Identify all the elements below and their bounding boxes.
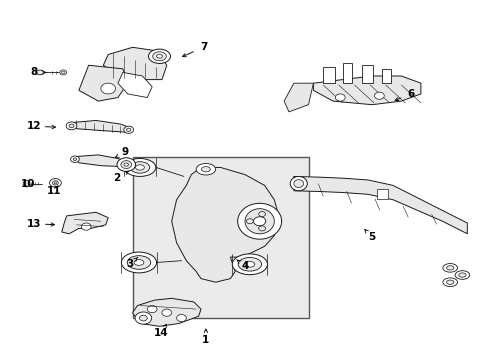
Polygon shape: [74, 155, 128, 167]
Text: 11: 11: [47, 186, 62, 197]
Ellipse shape: [259, 226, 266, 231]
Ellipse shape: [259, 212, 266, 217]
Ellipse shape: [54, 182, 57, 184]
Ellipse shape: [443, 264, 458, 272]
Text: 13: 13: [26, 219, 41, 229]
Ellipse shape: [36, 70, 44, 75]
Ellipse shape: [121, 161, 132, 168]
Ellipse shape: [73, 158, 76, 161]
Ellipse shape: [126, 128, 131, 131]
Ellipse shape: [62, 71, 65, 74]
Text: 9: 9: [122, 147, 129, 157]
Ellipse shape: [157, 54, 162, 58]
Polygon shape: [343, 63, 352, 83]
Ellipse shape: [245, 261, 255, 267]
Ellipse shape: [124, 163, 128, 166]
Ellipse shape: [455, 271, 470, 279]
Polygon shape: [103, 47, 167, 80]
Polygon shape: [133, 298, 201, 326]
Polygon shape: [323, 67, 335, 83]
Text: 3: 3: [126, 259, 134, 269]
Text: 14: 14: [154, 328, 168, 338]
Ellipse shape: [49, 179, 61, 187]
Ellipse shape: [60, 70, 67, 75]
Ellipse shape: [124, 126, 134, 134]
Text: 7: 7: [200, 42, 207, 52]
Ellipse shape: [196, 163, 216, 175]
Ellipse shape: [140, 315, 147, 321]
Ellipse shape: [117, 158, 136, 171]
Polygon shape: [62, 212, 108, 234]
Ellipse shape: [176, 315, 186, 321]
Polygon shape: [172, 167, 279, 282]
Ellipse shape: [69, 124, 74, 128]
Ellipse shape: [130, 162, 150, 173]
Polygon shape: [314, 76, 421, 105]
Text: 12: 12: [26, 121, 41, 131]
Ellipse shape: [101, 83, 116, 94]
Ellipse shape: [245, 209, 274, 234]
Ellipse shape: [71, 156, 79, 162]
Ellipse shape: [446, 280, 454, 284]
Ellipse shape: [148, 49, 171, 63]
Text: 10: 10: [20, 179, 35, 189]
Polygon shape: [79, 65, 128, 101]
Ellipse shape: [459, 273, 466, 277]
Text: 2: 2: [113, 173, 121, 183]
Bar: [133, 157, 309, 318]
Ellipse shape: [238, 257, 262, 271]
Ellipse shape: [124, 158, 156, 176]
Ellipse shape: [238, 203, 282, 239]
Ellipse shape: [136, 165, 145, 170]
Ellipse shape: [23, 180, 30, 187]
Text: 1: 1: [202, 334, 210, 345]
Ellipse shape: [147, 306, 157, 313]
Ellipse shape: [446, 266, 454, 270]
Ellipse shape: [127, 256, 151, 269]
Ellipse shape: [153, 52, 166, 61]
Polygon shape: [118, 72, 152, 98]
Text: 8: 8: [30, 67, 38, 77]
Ellipse shape: [290, 176, 307, 191]
Ellipse shape: [374, 92, 384, 99]
Ellipse shape: [66, 122, 77, 130]
Ellipse shape: [52, 181, 58, 185]
Ellipse shape: [134, 260, 144, 265]
Bar: [377, 189, 388, 199]
Text: 6: 6: [408, 89, 415, 99]
Polygon shape: [72, 121, 130, 132]
Polygon shape: [294, 176, 467, 234]
Ellipse shape: [201, 167, 210, 172]
Text: 5: 5: [368, 232, 376, 242]
Ellipse shape: [246, 219, 253, 224]
Ellipse shape: [122, 252, 157, 273]
Polygon shape: [284, 83, 314, 112]
Text: 4: 4: [241, 261, 249, 271]
Ellipse shape: [162, 309, 172, 316]
Ellipse shape: [443, 278, 458, 287]
Ellipse shape: [294, 180, 304, 188]
Ellipse shape: [253, 217, 266, 226]
Ellipse shape: [81, 223, 91, 230]
Ellipse shape: [232, 254, 268, 275]
Polygon shape: [382, 69, 391, 83]
Ellipse shape: [135, 312, 152, 324]
Ellipse shape: [335, 94, 345, 101]
Polygon shape: [362, 65, 373, 83]
